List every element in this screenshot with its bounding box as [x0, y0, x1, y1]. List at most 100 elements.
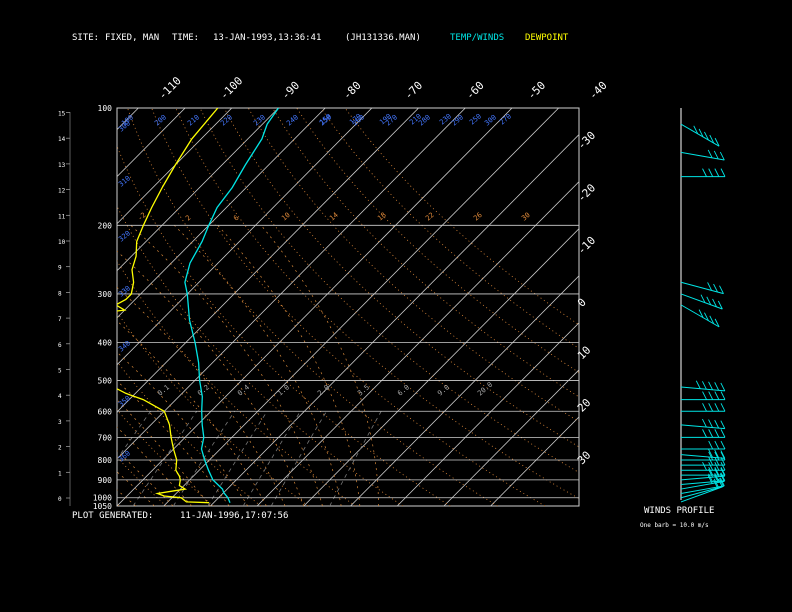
- isotherm-line: [117, 108, 373, 366]
- right-temp-label: 30: [575, 449, 594, 468]
- height-tick-label: 6: [58, 342, 62, 349]
- wind-barb-feather: [720, 429, 726, 438]
- isotherm-line: [303, 228, 579, 506]
- moist-adiabat: [117, 286, 286, 506]
- theta-side-label: 350: [117, 394, 132, 408]
- wind-barb-feather: [720, 466, 726, 476]
- moist-adiabat: [260, 225, 379, 506]
- time-label: TIME:: [172, 33, 200, 43]
- wind-barb: [680, 485, 724, 499]
- mixing-ratio-line: [207, 411, 268, 506]
- height-tick-label: 11: [58, 213, 66, 220]
- height-tick-label: 5: [58, 368, 62, 375]
- legend-dewpoint: DEWPOINT: [525, 33, 569, 43]
- wind-barb: [680, 293, 723, 310]
- moist-adiabat: [217, 225, 361, 506]
- wind-barb-feather: [698, 128, 704, 138]
- mixing-ratio-label: 0.4: [236, 383, 251, 397]
- mixing-ratio-label: 6.0: [396, 383, 411, 397]
- wind-barb: [680, 281, 724, 295]
- theta-side-label: 340: [117, 339, 132, 353]
- height-tick-label: 9: [58, 265, 62, 272]
- wind-barb-feather: [720, 462, 726, 471]
- wind-barb-feather: [720, 403, 726, 412]
- mixing-ratio-label: 9.0: [436, 383, 451, 397]
- wind-barb-feather: [708, 440, 714, 450]
- pressure-label: 300: [98, 290, 113, 299]
- wind-barb-feather: [717, 300, 723, 310]
- moist-adiabat: [117, 380, 230, 506]
- right-temp-label: 0: [575, 296, 589, 310]
- pressure-label: 500: [98, 376, 113, 385]
- site-value: FIXED, MAN: [105, 33, 160, 43]
- wind-barb-feather: [702, 462, 707, 471]
- theta-top-label: 230: [438, 112, 453, 126]
- wind-barb-feather: [720, 420, 726, 429]
- legend-temp-winds: TEMP/WINDS: [450, 33, 505, 43]
- isotherm-line: [396, 322, 579, 506]
- theta-label: 230: [252, 113, 267, 127]
- mixing-ratio-label: 20.0: [476, 381, 494, 398]
- top-temp-label: -90: [279, 79, 302, 102]
- height-tick-label: 3: [58, 419, 62, 426]
- theta-label: 200: [153, 113, 168, 127]
- pressure-label: 100: [98, 104, 113, 113]
- theta-top-label: 270: [498, 112, 513, 126]
- theta-label: 300: [483, 113, 498, 127]
- wind-barb-feather: [702, 168, 707, 177]
- moist-adiabat: [117, 471, 155, 506]
- wind-barb-feather: [707, 149, 713, 159]
- moist-adiabat: [117, 320, 267, 506]
- wind-barb-feather: [714, 451, 720, 461]
- moist-adiabat: [130, 225, 323, 506]
- dewpoint-profile: [117, 108, 219, 504]
- pressure-label: 1050: [93, 502, 112, 511]
- height-tick-label: 14: [58, 136, 66, 143]
- wind-barb: [680, 454, 725, 459]
- mixing-ratio-line: [132, 411, 198, 506]
- wind-barb-feather: [698, 309, 704, 318]
- wind-barb-feather: [714, 466, 720, 476]
- wind-barb-feather: [720, 382, 726, 392]
- dry-adiabat: [175, 108, 579, 500]
- isotherm-line: [117, 108, 513, 506]
- theta-top-label: 250: [468, 112, 483, 126]
- theta-label: 220: [219, 113, 234, 127]
- wind-barb-feather: [714, 382, 720, 391]
- isotherm-line: [0, 108, 45, 506]
- height-tick-label: 1: [58, 470, 62, 477]
- wind-barb-feather: [714, 318, 720, 328]
- wind-barb-feather: [708, 381, 713, 391]
- moist-adiabat: [117, 250, 305, 506]
- wind-barb-feather: [708, 391, 714, 400]
- wind-barb-feather: [708, 429, 714, 438]
- top-temp-label: -60: [463, 79, 486, 102]
- winds-profile-label: WINDS PROFILE: [644, 506, 715, 516]
- barb-note: One barb = 10.0 m/s: [640, 522, 709, 529]
- thetae-label: 14: [328, 211, 340, 223]
- dry-adiabat: [117, 409, 214, 506]
- wind-barb-feather: [708, 462, 714, 471]
- right-temp-label: 10: [575, 344, 594, 363]
- top-temp-label: -40: [586, 79, 609, 102]
- wind-barb-feather: [708, 466, 714, 476]
- wind-barb-feather: [717, 478, 723, 488]
- isotherm-line: [117, 108, 186, 178]
- moist-adiabat: [117, 489, 136, 506]
- isotherm-line: [117, 108, 233, 225]
- thetae-label: -2: [136, 211, 148, 223]
- dry-adiabat: [223, 108, 579, 448]
- wind-barb-feather: [712, 298, 717, 308]
- dry-adiabat: [117, 260, 356, 506]
- site-label: SITE:: [72, 33, 100, 43]
- top-temp-label: -100: [217, 74, 245, 102]
- wind-barb-feather: [714, 462, 720, 471]
- dry-adiabat: [117, 311, 309, 506]
- height-tick-label: 10: [58, 239, 66, 246]
- height-tick-label: 7: [58, 316, 62, 323]
- wind-barb-feather: [702, 403, 707, 412]
- dry-adiabat: [117, 205, 404, 506]
- dry-adiabat: [0, 108, 24, 506]
- wind-barb-feather: [702, 429, 707, 438]
- wind-barb-feather: [702, 381, 707, 390]
